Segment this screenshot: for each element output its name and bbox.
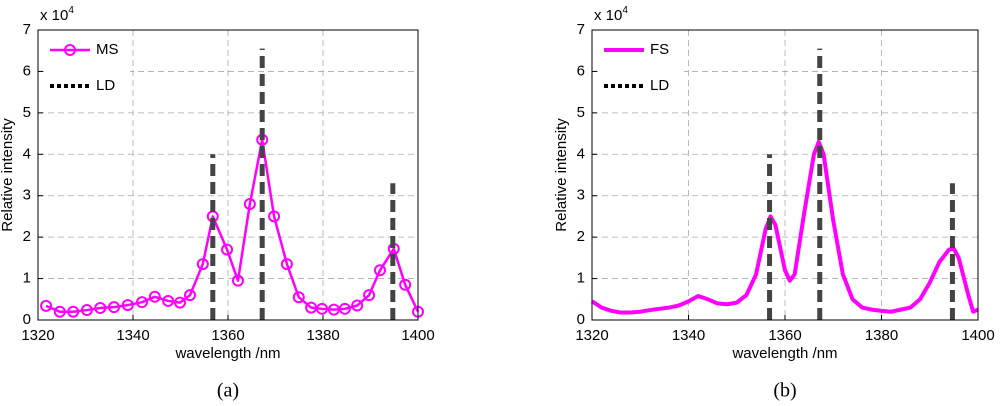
spectrum-line (590, 139, 979, 315)
legend-label: MS (96, 41, 119, 58)
y-axis-label: Relative intensity (0, 118, 16, 232)
marker (316, 302, 329, 315)
legend-box (600, 36, 684, 100)
x-axis-label: wavelength /nm (731, 345, 837, 362)
y-multiplier-exponent: 4 (622, 5, 628, 16)
marker (162, 294, 175, 307)
marker (94, 301, 107, 314)
y-multiplier-base: x 10 (40, 7, 68, 24)
data-layer (590, 48, 979, 320)
marker (221, 243, 234, 256)
legend-label: FS (650, 41, 669, 58)
marker (184, 289, 196, 302)
y-tick-label: 7 (23, 21, 31, 38)
x-tick-label: 1360 (211, 327, 244, 344)
y-multiplier-exponent: 4 (68, 5, 74, 16)
marker (268, 210, 281, 223)
x-tick-label: 1400 (961, 327, 994, 344)
y-tick-label: 2 (577, 228, 585, 245)
marker (40, 299, 53, 312)
marker (148, 290, 161, 303)
marker (231, 274, 244, 287)
caption: (b) (773, 380, 796, 402)
subplot: 0 1 2 3 4 5 6 7 1320 1340 1360 1380 1400 wavelength /… (553, 5, 995, 402)
y-tick-label: 6 (577, 62, 585, 79)
marker (80, 304, 93, 317)
axes-frame (37, 29, 419, 321)
marker (351, 299, 364, 312)
marker (174, 296, 187, 309)
y-axis-label: Relative intensity (553, 118, 570, 232)
marker (121, 299, 134, 312)
axes-frame (591, 29, 979, 321)
marker (196, 258, 209, 271)
marker (108, 301, 120, 314)
y-tick-label: 2 (23, 228, 31, 245)
x-tick-label: 1380 (865, 327, 898, 344)
y-tick-label: 6 (23, 62, 31, 79)
subplot: 0 1 2 3 4 5 6 7 1320 1340 1360 1380 1400 wavelength /… (0, 5, 435, 402)
x-tick-label: 1360 (768, 327, 801, 344)
y-tick-label: 4 (577, 145, 585, 162)
x-axis-label: wavelength /nm (174, 345, 280, 362)
data-layer (40, 48, 424, 320)
marker (374, 264, 386, 277)
y-tick-label: 3 (577, 187, 585, 204)
marker (280, 258, 293, 271)
x-tick-label: 1380 (306, 327, 339, 344)
marker (305, 301, 318, 314)
y-tick-label: 7 (577, 21, 585, 38)
y-tick-label: 4 (23, 145, 31, 162)
marker (399, 278, 412, 291)
y-multiplier: x 104 (40, 5, 74, 24)
y-tick-label: 1 (577, 270, 585, 287)
y-tick-label: 5 (23, 104, 31, 121)
marker (53, 305, 66, 318)
marker (243, 198, 256, 210)
marker (363, 289, 376, 302)
y-tick-label: 3 (23, 187, 31, 204)
x-tick-label: 1340 (672, 327, 705, 344)
x-tick-label: 1320 (21, 327, 54, 344)
marker (338, 302, 351, 315)
marker (292, 291, 305, 304)
y-multiplier: x 104 (594, 5, 628, 24)
legend-box (46, 36, 130, 100)
y-tick-label: 0 (23, 311, 31, 328)
marker (136, 296, 149, 309)
x-tick-label: 1320 (575, 327, 608, 344)
caption: (a) (217, 380, 239, 402)
marker (67, 305, 80, 318)
y-tick-label: 1 (23, 270, 31, 287)
y-tick-label: 5 (577, 104, 585, 121)
y-tick-label: 0 (577, 311, 585, 328)
y-multiplier-base: x 10 (594, 7, 622, 24)
legend-label: LD (96, 77, 115, 94)
legend-label: LD (650, 77, 669, 94)
legend-marker (64, 44, 76, 56)
x-tick-label: 1340 (116, 327, 149, 344)
spectrum-line (45, 138, 420, 313)
x-tick-label: 1400 (401, 327, 434, 344)
